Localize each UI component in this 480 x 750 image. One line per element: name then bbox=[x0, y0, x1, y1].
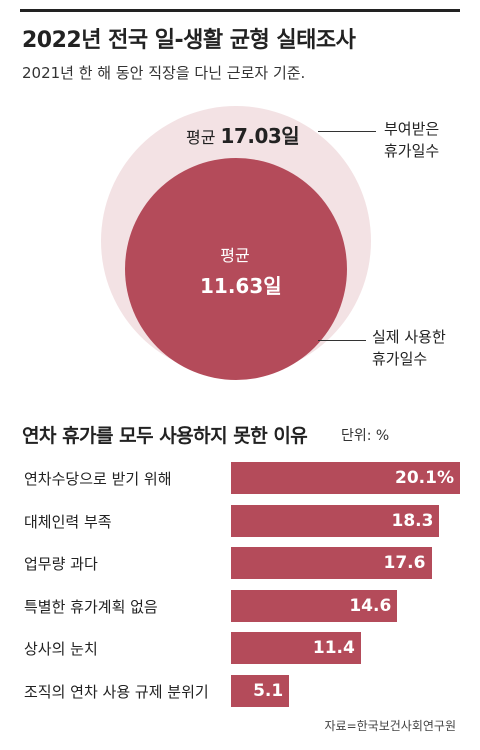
inner-average-value: 11.63일 bbox=[200, 274, 282, 298]
outer-avg-value: 17.03일 bbox=[220, 124, 300, 148]
bar-value-label: 20.1% bbox=[395, 468, 454, 488]
bar-value-label: 14.6 bbox=[349, 595, 392, 616]
bar-row: 특별한 휴가계획 없음 14.6 bbox=[20, 586, 460, 629]
circle-chart bbox=[101, 106, 371, 380]
unit-label: 단위: % bbox=[341, 428, 390, 444]
bar bbox=[231, 504, 440, 537]
inner-annotation: 실제 사용한 휴가일수 bbox=[372, 326, 446, 370]
bar-row: 상사의 눈치 11.4 bbox=[20, 628, 460, 671]
outer-annotation-line2: 휴가일수 bbox=[384, 142, 440, 160]
bar-category-label: 조직의 연차 사용 규제 분위기 bbox=[24, 682, 209, 701]
bar bbox=[231, 589, 398, 622]
outer-avg-prefix: 평균 bbox=[186, 128, 216, 147]
bar-chart: 연차수당으로 받기 위해 20.1% 대체인력 부족 18.3 업무량 과다 17.6 특별… bbox=[20, 458, 460, 713]
bar-row: 업무량 과다 17.6 bbox=[20, 543, 460, 586]
bar bbox=[231, 632, 361, 664]
bar-row: 조직의 연차 사용 규제 분위기 5.1 bbox=[20, 671, 460, 714]
bar bbox=[231, 462, 460, 494]
inner-annotation-line2: 휴가일수 bbox=[372, 350, 428, 368]
outer-annotation-line1: 부여받은 bbox=[384, 120, 440, 138]
outer-annotation: 부여받은 휴가일수 bbox=[384, 118, 439, 162]
bar-category-label: 대체인력 부족 bbox=[24, 512, 112, 531]
bar bbox=[231, 547, 432, 579]
inner-circle-used-days bbox=[125, 158, 347, 380]
source-note: 자료=한국보건사회연구원 bbox=[324, 719, 457, 733]
bar-row: 대체인력 부족 18.3 bbox=[20, 501, 460, 544]
inner-annotation-line1: 실제 사용한 bbox=[372, 328, 446, 346]
top-rule bbox=[20, 9, 460, 12]
bar bbox=[231, 674, 290, 707]
bar-category-label: 특별한 휴가계획 없음 bbox=[24, 597, 158, 616]
bar-category-label: 상사의 눈치 bbox=[24, 640, 98, 658]
page-title: 2022년 전국 일-생활 균형 실태조사 bbox=[22, 28, 356, 53]
bar-value-label: 17.6 bbox=[383, 553, 426, 573]
bar-value-label: 5.1 bbox=[253, 680, 284, 701]
bar-section-title: 연차 휴가를 모두 사용하지 못한 이유 bbox=[22, 425, 308, 447]
bar-category-label: 연차수당으로 받기 위해 bbox=[24, 470, 172, 488]
bar-value-label: 18.3 bbox=[391, 510, 434, 531]
page-subtitle: 2021년 한 해 동안 직장을 다닌 근로자 기준. bbox=[22, 64, 306, 82]
outer-annotation-line bbox=[318, 131, 376, 132]
inner-annotation-line bbox=[318, 340, 366, 341]
bar-row: 연차수당으로 받기 위해 20.1% bbox=[20, 458, 460, 501]
outer-average-label: 평균 17.03일 bbox=[186, 120, 300, 149]
inner-average-prefix: 평균 bbox=[220, 246, 250, 265]
bar-value-label: 11.4 bbox=[312, 638, 355, 658]
bar-category-label: 업무량 과다 bbox=[24, 555, 98, 573]
